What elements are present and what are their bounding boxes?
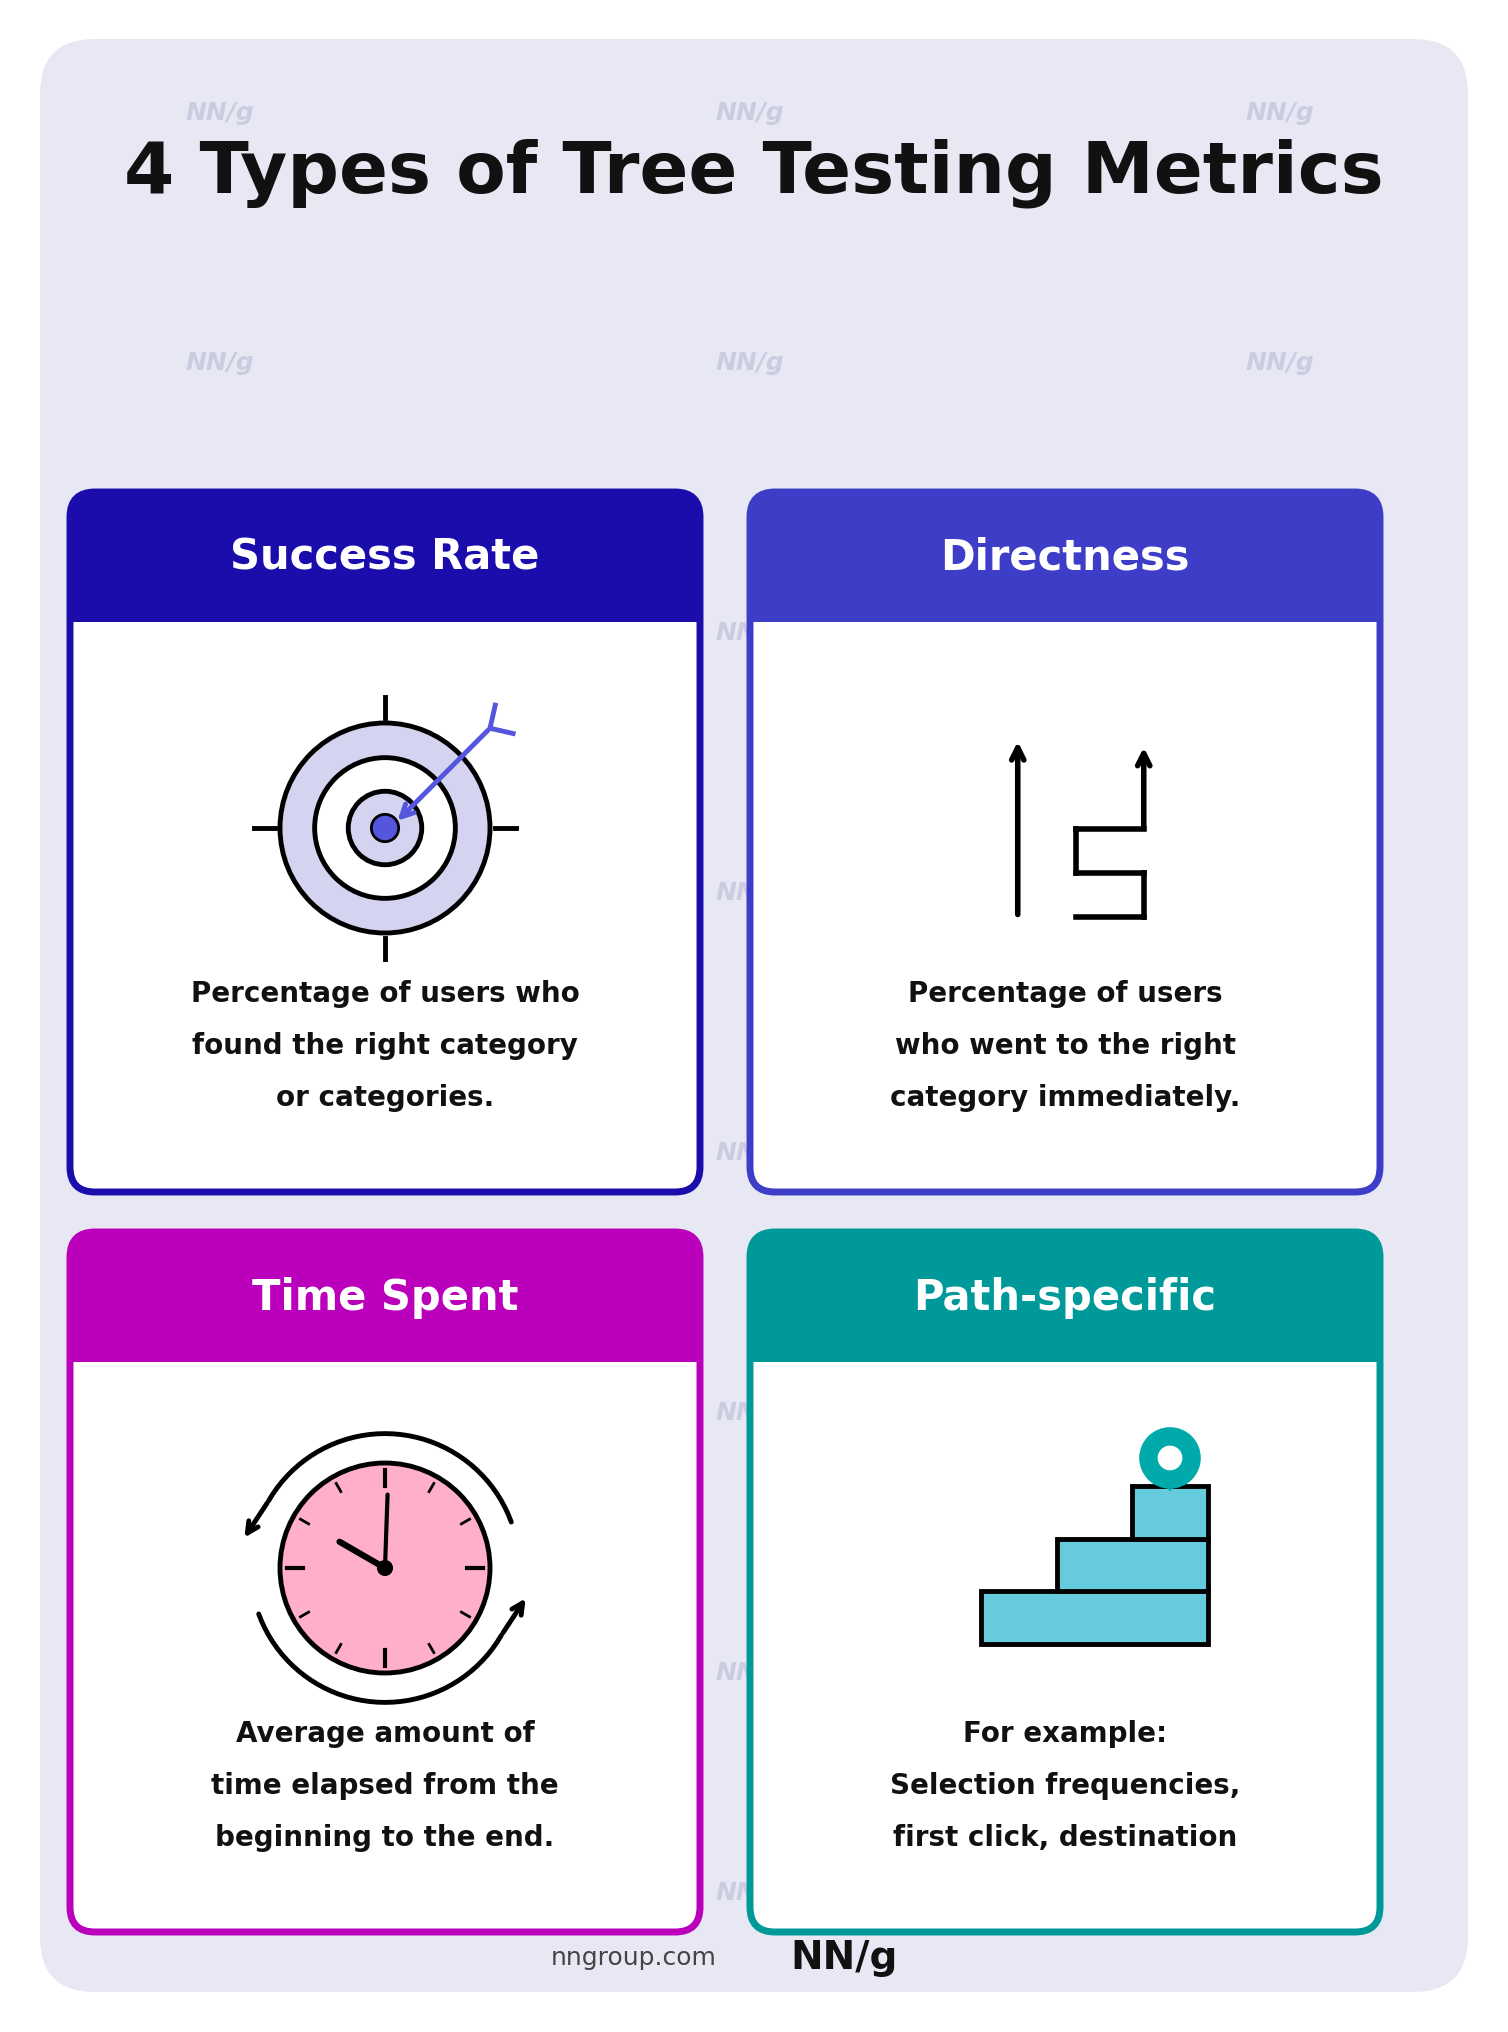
Text: first click, destination: first click, destination xyxy=(893,1823,1237,1851)
Text: Average amount of: Average amount of xyxy=(235,1719,534,1748)
Text: NN/g: NN/g xyxy=(185,1880,255,1904)
Bar xyxy=(1133,1485,1208,1538)
Circle shape xyxy=(315,758,455,898)
Text: 4 Types of Tree Testing Metrics: 4 Types of Tree Testing Metrics xyxy=(124,138,1384,207)
Text: NN/g: NN/g xyxy=(185,352,255,374)
Text: NN/g: NN/g xyxy=(1246,102,1315,124)
Text: NN/g: NN/g xyxy=(1246,1400,1315,1424)
Text: NN/g: NN/g xyxy=(716,352,784,374)
Text: NN/g: NN/g xyxy=(716,1880,784,1904)
Text: found the right category: found the right category xyxy=(192,1032,578,1059)
Text: time elapsed from the: time elapsed from the xyxy=(211,1772,559,1798)
Text: NN/g: NN/g xyxy=(716,1400,784,1424)
Text: NN/g: NN/g xyxy=(185,1140,255,1164)
Circle shape xyxy=(280,1463,490,1672)
Text: NN/g: NN/g xyxy=(716,102,784,124)
Circle shape xyxy=(1140,1428,1199,1487)
FancyBboxPatch shape xyxy=(69,1231,700,1361)
FancyBboxPatch shape xyxy=(69,492,700,1193)
Polygon shape xyxy=(1149,1467,1191,1491)
FancyBboxPatch shape xyxy=(41,41,1467,1991)
Text: NN/g: NN/g xyxy=(185,102,255,124)
FancyBboxPatch shape xyxy=(749,492,1380,622)
Text: nngroup.com: nngroup.com xyxy=(550,1945,716,1969)
Bar xyxy=(1057,1538,1208,1591)
Text: category immediately.: category immediately. xyxy=(890,1083,1240,1112)
Text: NN/g: NN/g xyxy=(716,620,784,644)
Text: Success Rate: Success Rate xyxy=(231,536,540,579)
Text: beginning to the end.: beginning to the end. xyxy=(216,1823,555,1851)
Text: NN/g: NN/g xyxy=(716,880,784,904)
Circle shape xyxy=(348,792,422,866)
Text: Path-specific: Path-specific xyxy=(914,1276,1217,1319)
Text: NN/g: NN/g xyxy=(1246,1140,1315,1164)
Circle shape xyxy=(1158,1447,1182,1471)
Bar xyxy=(749,557,1380,622)
FancyBboxPatch shape xyxy=(749,492,1380,1193)
Text: Directness: Directness xyxy=(941,536,1190,579)
FancyBboxPatch shape xyxy=(69,492,700,622)
Text: who went to the right: who went to the right xyxy=(894,1032,1235,1059)
Bar xyxy=(69,1296,700,1361)
Text: NN/g: NN/g xyxy=(185,1400,255,1424)
Text: NN/g: NN/g xyxy=(790,1939,899,1975)
Text: NN/g: NN/g xyxy=(1246,880,1315,904)
Text: or categories.: or categories. xyxy=(276,1083,495,1112)
Text: NN/g: NN/g xyxy=(1246,1880,1315,1904)
FancyBboxPatch shape xyxy=(749,1231,1380,1361)
Text: NN/g: NN/g xyxy=(1246,1660,1315,1685)
Text: Percentage of users: Percentage of users xyxy=(908,979,1223,1008)
Text: NN/g: NN/g xyxy=(1246,620,1315,644)
Text: For example:: For example: xyxy=(964,1719,1167,1748)
FancyBboxPatch shape xyxy=(69,1231,700,1932)
Bar xyxy=(69,557,700,622)
Circle shape xyxy=(377,1561,392,1575)
Text: NN/g: NN/g xyxy=(716,1140,784,1164)
Bar xyxy=(749,1296,1380,1361)
Text: Selection frequencies,: Selection frequencies, xyxy=(890,1772,1240,1798)
Text: Percentage of users who: Percentage of users who xyxy=(190,979,579,1008)
Circle shape xyxy=(371,815,398,841)
Text: NN/g: NN/g xyxy=(716,1660,784,1685)
FancyBboxPatch shape xyxy=(749,1231,1380,1932)
Text: NN/g: NN/g xyxy=(185,620,255,644)
Circle shape xyxy=(280,723,490,933)
Text: Time Spent: Time Spent xyxy=(252,1276,519,1319)
Bar xyxy=(982,1591,1208,1644)
Text: NN/g: NN/g xyxy=(185,880,255,904)
Text: NN/g: NN/g xyxy=(1246,352,1315,374)
Text: NN/g: NN/g xyxy=(185,1660,255,1685)
